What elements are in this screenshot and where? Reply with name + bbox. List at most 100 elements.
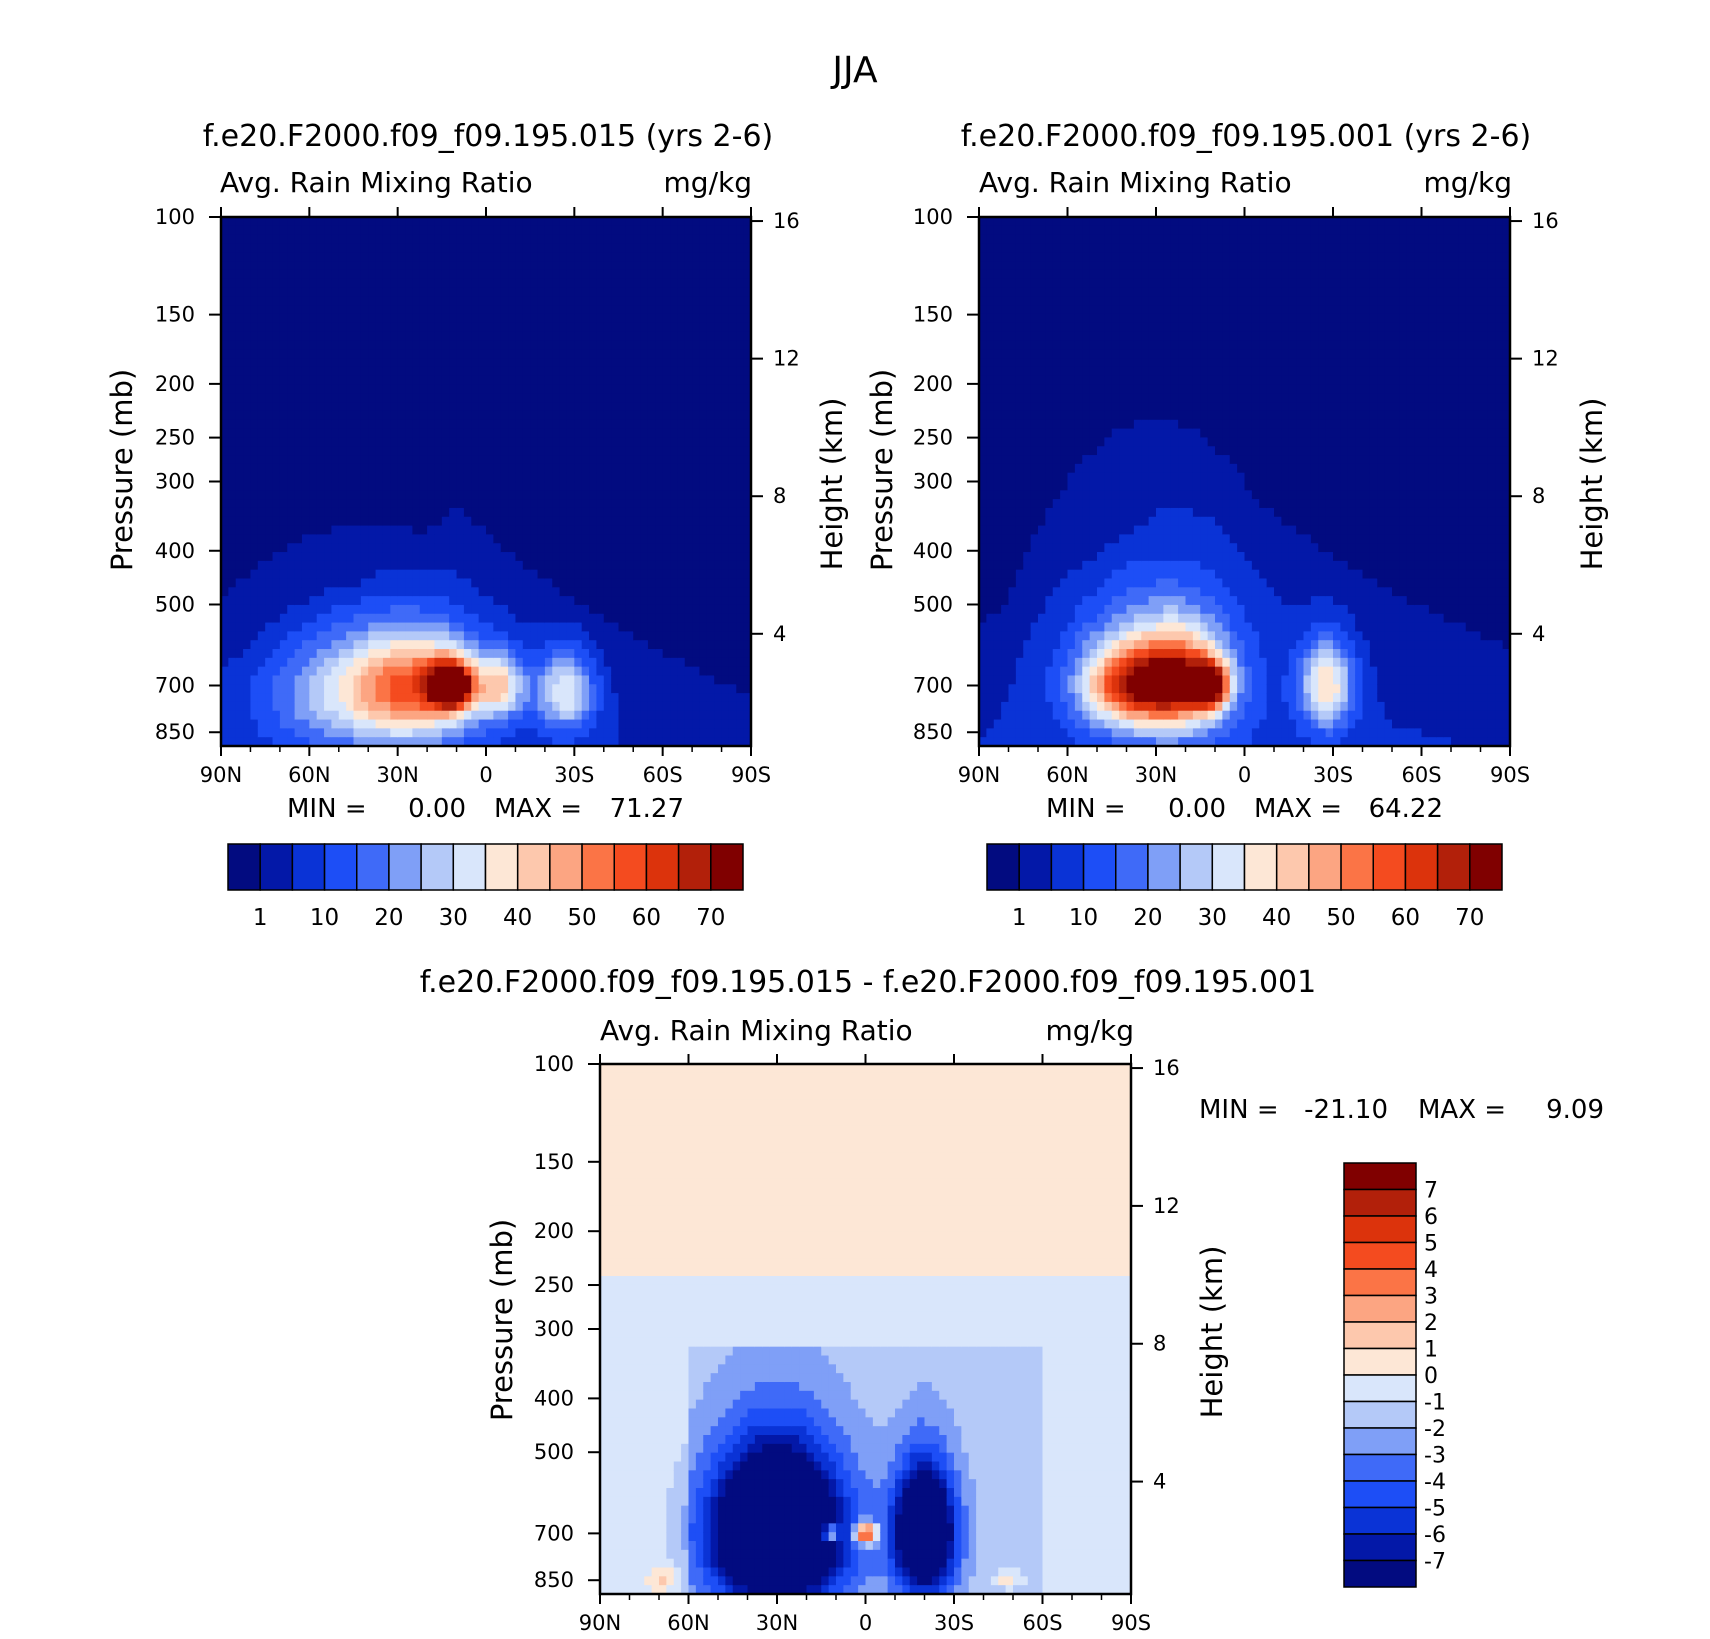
panel-a-cell xyxy=(508,340,517,350)
panel-a-cell xyxy=(618,234,627,245)
panel-a-cell xyxy=(618,252,627,262)
panel-b-cell xyxy=(1023,322,1032,333)
panel-a-cell xyxy=(228,472,237,483)
panel-a-cell xyxy=(486,560,494,571)
panel-a-cell xyxy=(500,640,509,650)
panel-a-cell xyxy=(522,587,531,597)
panel-a-cell xyxy=(405,719,413,729)
panel-a-cell xyxy=(456,349,465,359)
panel-a-cell xyxy=(508,631,517,641)
panel-b-cell xyxy=(1038,737,1046,746)
panel-a-cell xyxy=(471,737,480,746)
panel-a-cell xyxy=(655,516,664,527)
panel-a-cell xyxy=(544,455,553,465)
panel-b-subtitle-right: mg/kg xyxy=(1424,166,1512,199)
panel-a-cell xyxy=(368,516,377,527)
panel-a-cell xyxy=(265,507,274,518)
panel-a-cell xyxy=(441,560,450,571)
panel-a-cell xyxy=(382,243,391,253)
panel-a-cell xyxy=(508,375,517,386)
panel-a-cell xyxy=(441,243,450,253)
panel-a-cell xyxy=(662,322,671,333)
panel-a-cell xyxy=(611,446,620,456)
panel-a-cell xyxy=(699,481,708,491)
panel-a-ylabel-right: Height (km) xyxy=(815,398,849,571)
panel-a-cell xyxy=(397,525,406,535)
panel-a-cell xyxy=(375,719,384,729)
panel-a-cell xyxy=(581,578,590,588)
panel-b-cell xyxy=(1023,516,1032,527)
panel-a-cell xyxy=(500,560,509,571)
panel-a-cell xyxy=(235,428,244,439)
panel-b-cell xyxy=(1038,437,1046,447)
panel-a-cell xyxy=(581,613,590,624)
panel-a-cell xyxy=(265,534,274,544)
panel-a-cell xyxy=(714,393,723,403)
panel-a-cell xyxy=(603,675,612,685)
panel-a-cell xyxy=(243,322,252,333)
panel-a-cell xyxy=(257,243,266,253)
panel-a-cell xyxy=(338,560,347,571)
panel-b-cell xyxy=(1023,719,1032,729)
panel-a-cell xyxy=(478,287,487,297)
panel-a-cell xyxy=(500,631,509,641)
panel-a-cell xyxy=(353,666,362,677)
panel-a-cell xyxy=(265,463,274,474)
panel-a-cell xyxy=(537,428,546,439)
panel-a-cell xyxy=(250,331,259,342)
panel-a-cell xyxy=(596,710,605,721)
panel-a-cell xyxy=(353,472,362,483)
panel-a-cell xyxy=(397,217,406,227)
panel-a-cell xyxy=(257,225,266,236)
panel-a-cell xyxy=(670,349,678,359)
panel-a-cell xyxy=(235,657,244,668)
panel-a-cell xyxy=(331,322,340,333)
panel-a-cell xyxy=(743,261,751,271)
panel-a-cell xyxy=(684,499,693,509)
panel-a-cell xyxy=(728,587,737,597)
panel-a-cell xyxy=(662,455,671,465)
panel-a-cell xyxy=(412,728,421,738)
panel-a-cell xyxy=(677,217,686,227)
panel-a-cell xyxy=(684,349,693,359)
panel-a-cell xyxy=(331,410,340,421)
panel-a-cell xyxy=(265,322,274,333)
panel-a-cell xyxy=(603,622,612,632)
panel-b-cell xyxy=(993,278,1002,289)
panel-a-cell xyxy=(368,269,377,280)
panel-a-cell xyxy=(360,516,369,527)
panel-a-cell xyxy=(279,261,288,271)
panel-a-cell xyxy=(677,640,686,650)
panel-a-cell xyxy=(397,287,406,297)
panel-a-cell xyxy=(670,278,678,289)
panel-a-cell xyxy=(397,428,406,439)
panel-a-cell xyxy=(368,261,377,271)
panel-a-cell xyxy=(581,675,590,685)
panel-a-cell xyxy=(559,596,568,606)
panel-a-cell xyxy=(353,287,362,297)
panel-a-cell xyxy=(566,649,575,659)
panel-a-cell xyxy=(257,402,266,412)
panel-a-cell xyxy=(471,322,480,333)
panel-a-cell xyxy=(515,331,524,342)
panel-a-cell xyxy=(331,525,340,535)
panel-a-cell xyxy=(684,516,693,527)
panel-a-cell xyxy=(316,604,325,615)
panel-a-cell xyxy=(279,296,288,306)
panel-a-cell xyxy=(537,366,546,377)
panel-a-cell xyxy=(537,313,546,324)
panel-a-cell xyxy=(441,234,450,245)
panel-b-cell xyxy=(1001,596,1010,606)
panel-a-cell xyxy=(449,675,458,685)
panel-a-cell xyxy=(250,217,259,227)
panel-a-cell xyxy=(559,313,568,324)
panel-b-cell xyxy=(1023,261,1032,271)
panel-a-cell xyxy=(537,649,546,659)
panel-a-cell xyxy=(677,393,686,403)
panel-a-cell xyxy=(486,481,494,491)
panel-a-cell xyxy=(235,684,244,694)
panel-b-cell xyxy=(1008,631,1017,641)
panel-a-cell xyxy=(316,349,325,359)
panel-a-cell xyxy=(596,481,605,491)
panel-a-cell xyxy=(272,649,281,659)
